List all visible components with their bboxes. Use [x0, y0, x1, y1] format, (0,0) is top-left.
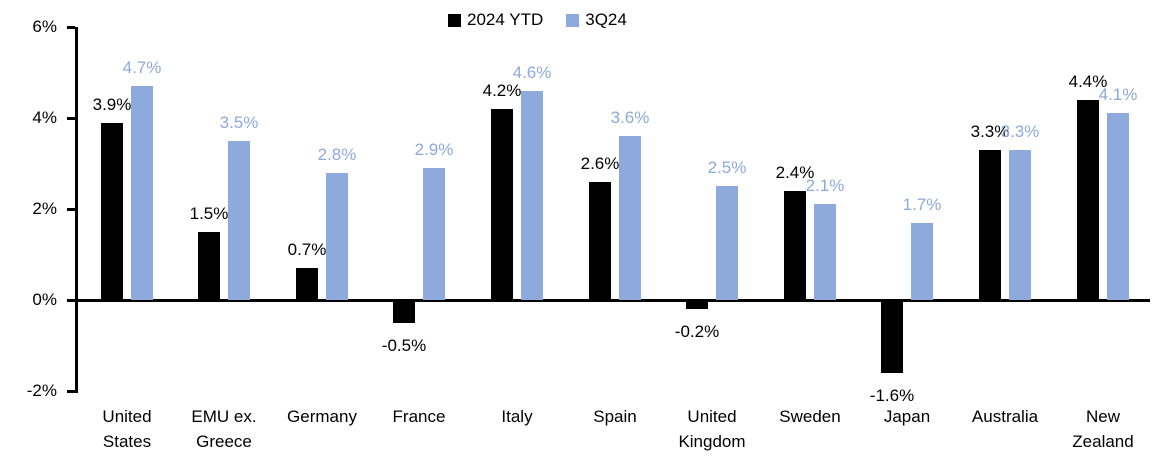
legend-item-3q24: 3Q24 — [566, 10, 627, 30]
category-label-line: Japan — [883, 407, 931, 426]
bar-3q24-united-kingdom — [716, 186, 738, 300]
bar-value-label-2024-ytd-italy: 4.2% — [482, 81, 522, 100]
category-label-new-zealand: New Zealand — [1054, 404, 1152, 454]
y-tick-label: 2% — [32, 199, 57, 218]
y-tick — [67, 299, 75, 302]
category-label-line: Greece — [196, 432, 252, 451]
bar-2024-ytd-united-kingdom — [686, 300, 708, 309]
legend-label-2024-ytd: 2024 YTD — [467, 10, 544, 29]
bar-3q24-spain — [619, 136, 641, 300]
category-label-line: Germany — [287, 407, 357, 426]
category-label-sweden: Sweden — [761, 404, 859, 429]
y-axis-line — [75, 27, 78, 393]
bar-value-label-3q24-italy: 4.6% — [512, 63, 552, 82]
bar-2024-ytd-australia — [979, 150, 1001, 300]
y-tick — [67, 390, 75, 393]
bar-value-label-3q24-australia: 3.3% — [1000, 122, 1040, 141]
category-label-united-states: United States — [78, 404, 176, 454]
bar-value-label-2024-ytd-australia: 3.3% — [970, 122, 1010, 141]
bar-3q24-new-zealand — [1107, 113, 1129, 300]
bar-2024-ytd-united-states — [101, 123, 123, 300]
category-label-line: States — [102, 432, 152, 451]
bar-value-label-2024-ytd-germany: 0.7% — [287, 240, 327, 259]
x-axis-line — [75, 299, 1150, 302]
legend-swatch-3q24 — [566, 13, 580, 27]
y-tick — [67, 117, 75, 120]
bar-2024-ytd-france — [393, 300, 415, 323]
category-label-australia: Australia — [956, 404, 1054, 429]
y-tick-label: 4% — [32, 108, 57, 127]
bar-value-label-2024-ytd-spain: 2.6% — [580, 154, 620, 173]
bar-2024-ytd-italy — [491, 109, 513, 300]
bar-3q24-emu-ex-greece — [228, 141, 250, 300]
bar-3q24-sweden — [814, 204, 836, 300]
category-label-line: France — [392, 407, 446, 426]
bar-2024-ytd-emu-ex-greece — [198, 232, 220, 300]
bar-value-label-3q24-sweden: 2.1% — [805, 176, 845, 195]
category-label-line: United — [102, 407, 152, 426]
category-label-line: New — [1085, 407, 1120, 426]
category-label-spain: Spain — [566, 404, 664, 429]
bar-2024-ytd-spain — [589, 182, 611, 300]
bar-value-label-3q24-united-kingdom: 2.5% — [707, 158, 747, 177]
bar-3q24-japan — [911, 223, 933, 300]
bar-value-label-2024-ytd-united-states: 3.9% — [92, 95, 132, 114]
category-label-line: Sweden — [779, 407, 841, 426]
category-label-line: United — [687, 407, 737, 426]
bar-3q24-france — [423, 168, 445, 300]
bar-value-label-3q24-new-zealand: 4.1% — [1098, 85, 1138, 104]
bar-3q24-australia — [1009, 150, 1031, 300]
category-label-france: France — [370, 404, 468, 429]
bar-2024-ytd-sweden — [784, 191, 806, 300]
bar-value-label-3q24-emu-ex-greece: 3.5% — [219, 113, 259, 132]
bar-value-label-3q24-germany: 2.8% — [317, 145, 357, 164]
category-label-line: EMU ex. — [191, 407, 257, 426]
bar-3q24-italy — [521, 91, 543, 300]
bar-value-label-2024-ytd-united-kingdom: -0.2% — [674, 322, 720, 341]
bar-value-label-3q24-united-states: 4.7% — [122, 58, 162, 77]
bar-value-label-2024-ytd-sweden: 2.4% — [775, 163, 815, 182]
category-label-line: Italy — [501, 407, 533, 426]
category-label-line: Spain — [593, 407, 637, 426]
y-tick-label: -2% — [26, 381, 57, 400]
bar-3q24-united-states — [131, 86, 153, 300]
bar-2024-ytd-germany — [296, 268, 318, 300]
bar-value-label-3q24-japan: 1.7% — [902, 195, 942, 214]
category-label-italy: Italy — [468, 404, 566, 429]
category-label-japan: Japan — [858, 404, 956, 429]
category-label-line: Kingdom — [678, 432, 746, 451]
bar-2024-ytd-japan — [881, 300, 903, 373]
y-tick — [67, 208, 75, 211]
legend-label-3q24: 3Q24 — [585, 10, 627, 29]
y-tick-label: 6% — [32, 17, 57, 36]
bar-value-label-2024-ytd-new-zealand: 4.4% — [1068, 72, 1108, 91]
bar-value-label-2024-ytd-japan: -1.6% — [869, 386, 915, 405]
bar-value-label-2024-ytd-emu-ex-greece: 1.5% — [189, 204, 229, 223]
category-label-emu-ex-greece: EMU ex. Greece — [175, 404, 273, 454]
category-label-germany: Germany — [273, 404, 371, 429]
legend-item-2024-ytd: 2024 YTD — [448, 10, 543, 30]
bar-value-label-3q24-spain: 3.6% — [610, 108, 650, 127]
bar-2024-ytd-new-zealand — [1077, 100, 1099, 300]
category-label-line: Zealand — [1072, 432, 1134, 451]
category-label-line: Australia — [971, 407, 1039, 426]
chart-legend: 2024 YTD 3Q24 — [448, 10, 627, 30]
category-label-united-kingdom: United Kingdom — [663, 404, 761, 454]
legend-swatch-2024-ytd — [448, 13, 461, 27]
bar-value-label-3q24-france: 2.9% — [414, 140, 454, 159]
bar-value-label-2024-ytd-france: -0.5% — [381, 336, 427, 355]
bar-3q24-germany — [326, 173, 348, 300]
y-tick-label: 0% — [32, 290, 57, 309]
y-tick — [67, 26, 75, 29]
